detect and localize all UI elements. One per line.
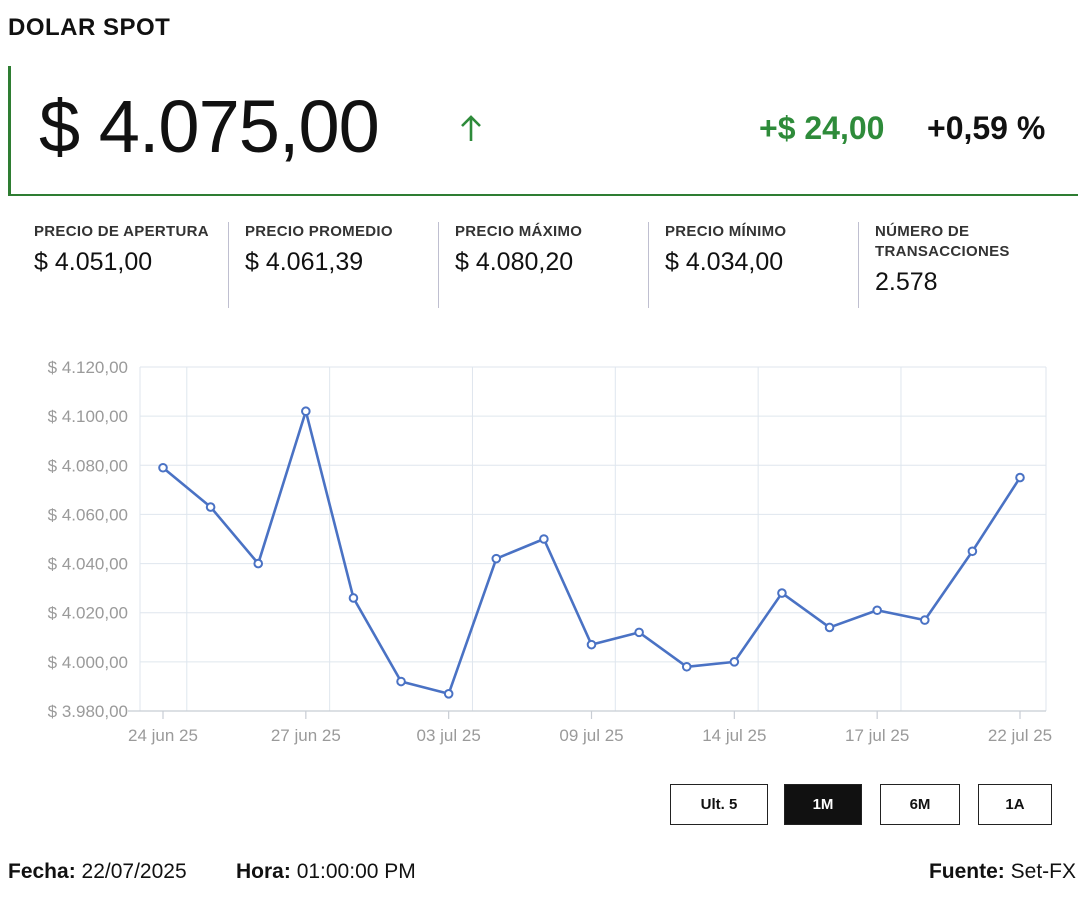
data-point <box>348 593 359 603</box>
price-change-percent: +0,59 % <box>927 110 1046 146</box>
stat-label: PRECIO PROMEDIO <box>244 223 393 240</box>
data-point <box>919 615 930 625</box>
data-point <box>967 546 978 557</box>
data-point <box>253 558 264 569</box>
range-button-ult5[interactable]: Ult. 5 <box>670 784 768 825</box>
price-panel: $ 4.075,00 +$ 24,00 +0,59 % <box>8 66 1078 196</box>
footer-source: Fuente: Set-FX <box>929 860 1076 884</box>
stat-label: PRECIO MÍNIMO <box>664 223 787 240</box>
footer-time: Hora: 01:00:00 PM <box>236 860 416 884</box>
range-selector: Ult. 5 1M 6M 1A <box>0 784 1080 826</box>
footer-date: Fecha: 22/07/2025 <box>8 860 187 884</box>
date-label: Fecha: <box>8 860 76 883</box>
range-button-1a[interactable]: 1A <box>978 784 1052 825</box>
stat-label: PRECIO DE APERTURA <box>34 223 209 240</box>
time-value: 01:00:00 PM <box>296 860 416 883</box>
stat-value: $ 4.051,00 <box>34 248 153 276</box>
stat-average: PRECIO PROMEDIO $ 4.061,39 <box>227 222 438 308</box>
stat-max: PRECIO MÁXIMO $ 4.080,20 <box>437 222 648 308</box>
y-tick-label: $ 4.120,00 <box>48 358 128 377</box>
stat-opening: PRECIO DE APERTURA $ 4.051,00 <box>18 222 228 308</box>
series-line <box>162 409 1022 696</box>
range-button-6m[interactable]: 6M <box>880 784 960 825</box>
source-value: Set-FX <box>1010 860 1076 883</box>
stat-value: $ 4.034,00 <box>664 248 784 276</box>
page-title: DOLAR SPOT <box>8 14 171 41</box>
data-point <box>205 502 216 512</box>
date-value: 22/07/2025 <box>81 860 187 883</box>
data-point <box>634 627 644 638</box>
data-point <box>729 657 740 667</box>
data-point <box>443 689 454 699</box>
y-tick-label: $ 4.040,00 <box>48 555 128 574</box>
data-point <box>872 605 882 616</box>
stat-label: NÚMERO DE TRANSACCIONES <box>874 223 1010 260</box>
data-point <box>1015 472 1025 483</box>
stat-transactions: NÚMERO DE TRANSACCIONES 2.578 <box>857 222 1068 308</box>
stat-value: $ 4.061,39 <box>244 248 364 276</box>
stat-label: PRECIO MÁXIMO <box>454 223 583 240</box>
stat-value: 2.578 <box>874 268 938 296</box>
stats-row: PRECIO DE APERTURA $ 4.051,00 PRECIO PRO… <box>18 222 1068 308</box>
data-point <box>586 639 597 650</box>
x-tick-label: 09 jul 25 <box>559 726 623 745</box>
x-tick-label: 27 jun 25 <box>271 726 341 745</box>
y-tick-label: $ 4.080,00 <box>48 456 128 475</box>
y-tick-label: $ 4.100,00 <box>48 407 128 426</box>
price-change: +$ 24,00 <box>759 110 885 146</box>
data-point <box>777 588 787 598</box>
data-point <box>491 553 502 564</box>
price-line-chart: $ 4.120,00 $ 4.100,00 $ 4.080,00 $ 4.060,00… <box>48 358 1053 745</box>
current-price: $ 4.075,00 <box>39 85 380 168</box>
y-tick-label: $ 3.980,00 <box>48 702 128 721</box>
data-point <box>301 406 311 417</box>
range-button-1m[interactable]: 1M <box>784 784 862 825</box>
data-point <box>158 462 168 473</box>
time-label: Hora: <box>236 860 291 883</box>
data-point <box>681 661 692 672</box>
stat-min: PRECIO MÍNIMO $ 4.034,00 <box>647 222 858 308</box>
y-tick-label: $ 4.000,00 <box>48 653 128 672</box>
y-tick-label: $ 4.020,00 <box>48 604 128 623</box>
x-tick-label: 24 jun 25 <box>128 726 198 745</box>
stat-value: $ 4.080,20 <box>454 248 574 276</box>
x-tick-label: 03 jul 25 <box>417 726 481 745</box>
data-point <box>396 676 406 687</box>
x-tick-label: 22 jul 25 <box>988 726 1052 745</box>
data-point <box>824 622 835 633</box>
x-tick-label: 14 jul 25 <box>702 726 766 745</box>
source-label: Fuente: <box>928 860 1005 883</box>
x-tick-label: 17 jul 25 <box>845 726 909 745</box>
arrow-up-icon <box>461 115 481 141</box>
data-point <box>539 534 549 544</box>
y-tick-label: $ 4.060,00 <box>48 505 128 524</box>
